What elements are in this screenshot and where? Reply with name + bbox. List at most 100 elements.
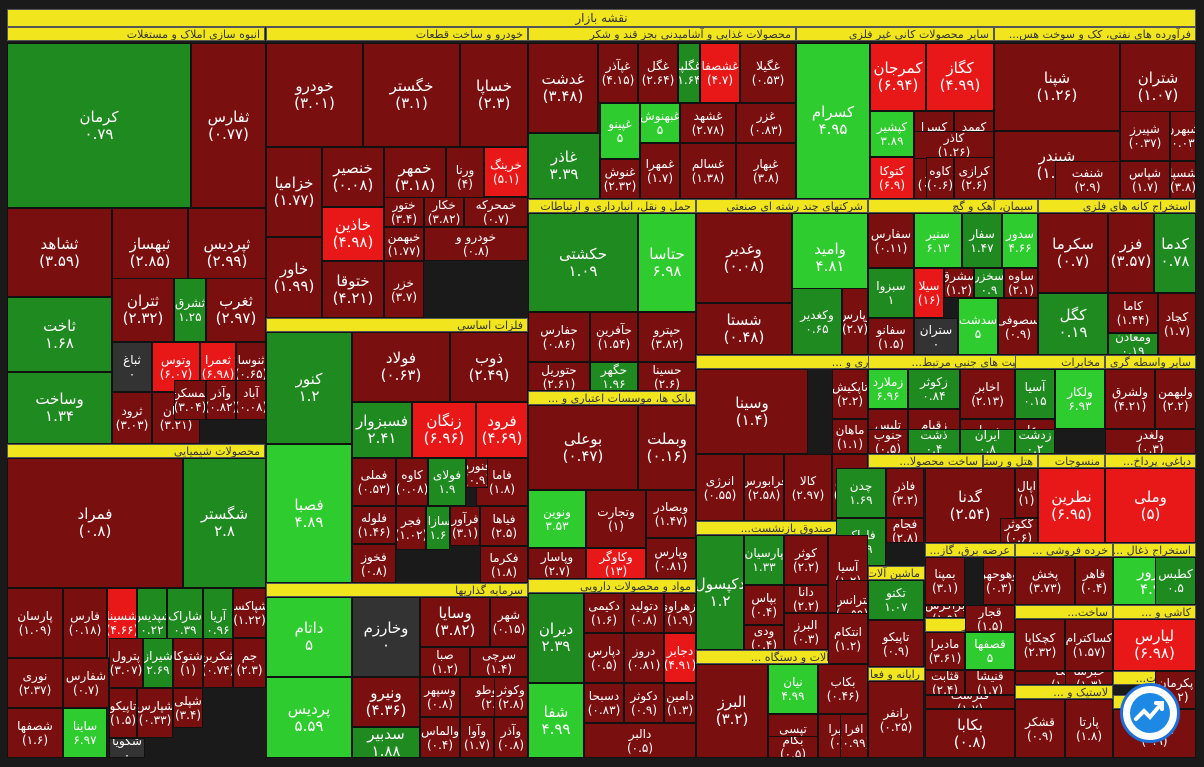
treemap-tile[interactable]: کاما (۱.۴۴): [1108, 293, 1158, 333]
treemap-tile[interactable]: نیان ۴.۹۹: [768, 664, 818, 714]
treemap-tile[interactable]: کاذر (۱.۲۶): [914, 131, 994, 159]
treemap-tile[interactable]: ذشت ۰.۴: [908, 429, 960, 454]
treemap-tile[interactable]: انرژی (۰.۵۵): [696, 454, 744, 521]
treemap-tile[interactable]: ثباغ ۰: [112, 342, 152, 392]
treemap-tile[interactable]: ودی (۰.۴): [744, 625, 784, 650]
treemap-tile[interactable]: کرمان ۰.۷۹: [7, 43, 191, 208]
treemap-tile[interactable]: فسازان۱.۶: [426, 506, 450, 550]
treemap-tile[interactable]: شپلی (۳.۴): [173, 688, 203, 728]
treemap-tile[interactable]: غشهد (۲.۷۸): [680, 103, 736, 143]
treemap-tile[interactable]: گکوثر (۰.۶): [1000, 518, 1038, 543]
treemap-tile[interactable]: حبرسا (۱.۳): [1065, 671, 1113, 685]
treemap-tile[interactable]: البرز (۳.۲): [696, 664, 768, 758]
treemap-tile[interactable]: کگل ۰.۱۹: [1038, 293, 1108, 355]
treemap-tile[interactable]: دتولید (۰.۸): [624, 593, 664, 633]
treemap-tile[interactable]: تاپیکو (۰.۹): [868, 620, 924, 667]
treemap-tile[interactable]: شپاس (۱.۷): [1120, 161, 1170, 199]
treemap-tile[interactable]: دسبحا (۰.۸۳): [584, 683, 624, 723]
treemap-tile[interactable]: ونیرو (۴.۳۶): [352, 677, 420, 727]
treemap-tile[interactable]: ثاخت ۱.۶۸: [7, 297, 112, 372]
treemap-tile[interactable]: آباد(۰.۰۸): [236, 380, 266, 420]
treemap-tile[interactable]: قاهر (۰.۴): [1075, 557, 1113, 605]
treemap-tile[interactable]: ثشاهد (۳.۵۹): [7, 208, 112, 297]
treemap-tile[interactable]: البرز (۰.۳): [784, 613, 828, 650]
treemap-tile[interactable]: دامین (۱.۳): [664, 683, 696, 723]
treemap-tile[interactable]: شبهرن(۰.۰۳): [1170, 111, 1196, 161]
treemap-tile[interactable]: شتوکا (۱): [173, 638, 203, 688]
treemap-tile[interactable]: سدبیر ۱.۸۸: [352, 727, 420, 758]
treemap-tile[interactable]: حتاسا ۶.۹۸: [638, 213, 696, 312]
treemap-tile[interactable]: غدشت (۳.۴۸): [528, 43, 598, 133]
treemap-tile[interactable]: پارسیان ۱.۳۳: [744, 535, 784, 585]
treemap-tile[interactable]: رانفر (۰.۲۵): [868, 681, 924, 758]
treemap-tile[interactable]: کساکترام (۱.۵۷): [1065, 619, 1113, 671]
treemap-tile[interactable]: فرابورس(۲.۵۸): [744, 454, 784, 521]
treemap-tile[interactable]: دانا (۲.۲): [784, 585, 828, 613]
treemap-tile[interactable]: سکرما (۰.۷): [1038, 213, 1108, 293]
treemap-tile[interactable]: پارتا (۱.۸): [1065, 699, 1113, 758]
treemap-tile[interactable]: کوثر (۲.۲): [784, 535, 828, 585]
treemap-tile[interactable]: ونوین ۳.۵۳: [528, 490, 586, 548]
treemap-tile[interactable]: وپارس(۲.۷): [842, 288, 868, 355]
treemap-tile[interactable]: دکیمی (۱.۶): [584, 593, 624, 633]
treemap-tile[interactable]: دپارس (۰.۵): [584, 633, 624, 683]
treemap-tile[interactable]: صبا (۱.۲): [420, 647, 470, 677]
treemap-tile[interactable]: خودرو (۳.۰۱): [266, 43, 363, 147]
treemap-tile[interactable]: خودرو و (۰.۸): [424, 227, 528, 261]
treemap-tile[interactable]: خزر (۳.۷): [384, 261, 424, 318]
treemap-tile[interactable]: خساپا (۲.۳): [460, 43, 528, 147]
treemap-tile[interactable]: گدنا (۲.۵۴): [925, 468, 1015, 543]
treemap-tile[interactable]: کالا (۲.۹۷): [784, 454, 832, 521]
treemap-tile[interactable]: وبصادر (۱.۴۷): [646, 490, 696, 538]
treemap-tile[interactable]: وتجارت (۱): [586, 490, 646, 548]
treemap-tile[interactable]: وملی (۵): [1105, 468, 1196, 543]
treemap-tile[interactable]: فارس (۰.۱۸): [63, 588, 107, 658]
treemap-tile[interactable]: وسایا (۳.۸۲): [420, 597, 490, 647]
treemap-tile[interactable]: داتام ۵: [266, 597, 352, 677]
treemap-tile[interactable]: ختوقا (۴.۲۱): [322, 261, 384, 318]
treemap-tile[interactable]: کرازی (۲.۶): [954, 157, 994, 199]
treemap-tile[interactable]: سخزر ۰.۹: [974, 268, 1004, 298]
treemap-tile[interactable]: خگستر (۳.۱): [363, 43, 460, 147]
treemap-tile[interactable]: فصبا ۴.۸۹: [266, 444, 352, 583]
treemap-tile[interactable]: حگهر ۱.۹۶: [590, 362, 638, 391]
treemap-tile[interactable]: دکوثر (۰.۹): [624, 683, 664, 723]
treemap-tile[interactable]: تاپکیش (۲.۲): [832, 369, 868, 419]
treemap-tile[interactable]: سیلا (۱۶): [914, 268, 944, 318]
treemap-tile[interactable]: شپارس (۰.۳۳): [137, 688, 173, 738]
treemap-tile[interactable]: والماس (۰.۴): [420, 717, 460, 758]
treemap-tile[interactable]: وخارزم ۰: [352, 597, 420, 677]
treemap-tile[interactable]: فمراد (۰.۸): [7, 458, 183, 588]
treemap-tile[interactable]: سشرق(۱.۲): [944, 268, 974, 298]
treemap-tile[interactable]: فزر (۳.۵۷): [1108, 213, 1154, 293]
treemap-tile[interactable]: بکاب (۰.۴۶): [818, 664, 868, 714]
treemap-tile[interactable]: ولبهمن (۲.۲): [1155, 369, 1196, 429]
treemap-tile[interactable]: بمپنا (۳.۱): [925, 557, 965, 605]
treemap-tile[interactable]: فرود (۴.۶۹): [476, 402, 528, 458]
treemap-tile[interactable]: کچاد (۱.۷): [1158, 293, 1196, 355]
treemap-tile[interactable]: وکغدیر ۰.۶۵: [792, 288, 842, 355]
treemap-tile[interactable]: غبهنوش ۵: [640, 103, 680, 143]
treemap-tile[interactable]: خرینگ (۵.۱): [484, 147, 528, 197]
treemap-tile[interactable]: شفارس (۰.۷): [63, 658, 109, 708]
treemap-tile[interactable]: فملی (۰.۵۳): [352, 458, 396, 506]
treemap-tile[interactable]: کتوکا (۶.۹): [870, 157, 914, 199]
treemap-tile[interactable]: فنورد(۰.۹): [466, 458, 488, 488]
treemap-tile[interactable]: کپشیر ۳.۸۹: [870, 111, 914, 157]
treemap-tile[interactable]: ساینا ۶.۹۷: [63, 708, 107, 758]
treemap-tile[interactable]: کاوه (۰.۰۸): [396, 458, 428, 506]
treemap-tile[interactable]: غزر (۰.۸۳): [736, 103, 796, 143]
treemap-tile[interactable]: اپال (۱): [1015, 468, 1038, 518]
treemap-tile[interactable]: غمهرا (۱.۷): [640, 143, 680, 199]
treemap-tile[interactable]: ستران ۰: [914, 318, 958, 355]
treemap-tile[interactable]: غپآذر (۴.۱۵): [598, 43, 638, 103]
treemap-tile[interactable]: فکرما (۱.۸): [480, 546, 528, 583]
treemap-tile[interactable]: دزهراوی(۱.۹): [664, 593, 696, 633]
treemap-tile[interactable]: کسرام ۴.۹۵: [796, 43, 870, 199]
treemap-tile[interactable]: کگاز (۴.۹۹): [926, 43, 994, 111]
treemap-tile[interactable]: نطرین (۶.۹۵): [1038, 468, 1105, 543]
treemap-tile[interactable]: قلرست (۱.۷): [925, 695, 1015, 709]
treemap-tile[interactable]: قنیشا (۱.۷): [965, 670, 1015, 695]
treemap-tile[interactable]: غبهار (۳.۸): [736, 143, 796, 199]
treemap-tile[interactable]: وپاسار (۲.۷): [528, 548, 586, 579]
